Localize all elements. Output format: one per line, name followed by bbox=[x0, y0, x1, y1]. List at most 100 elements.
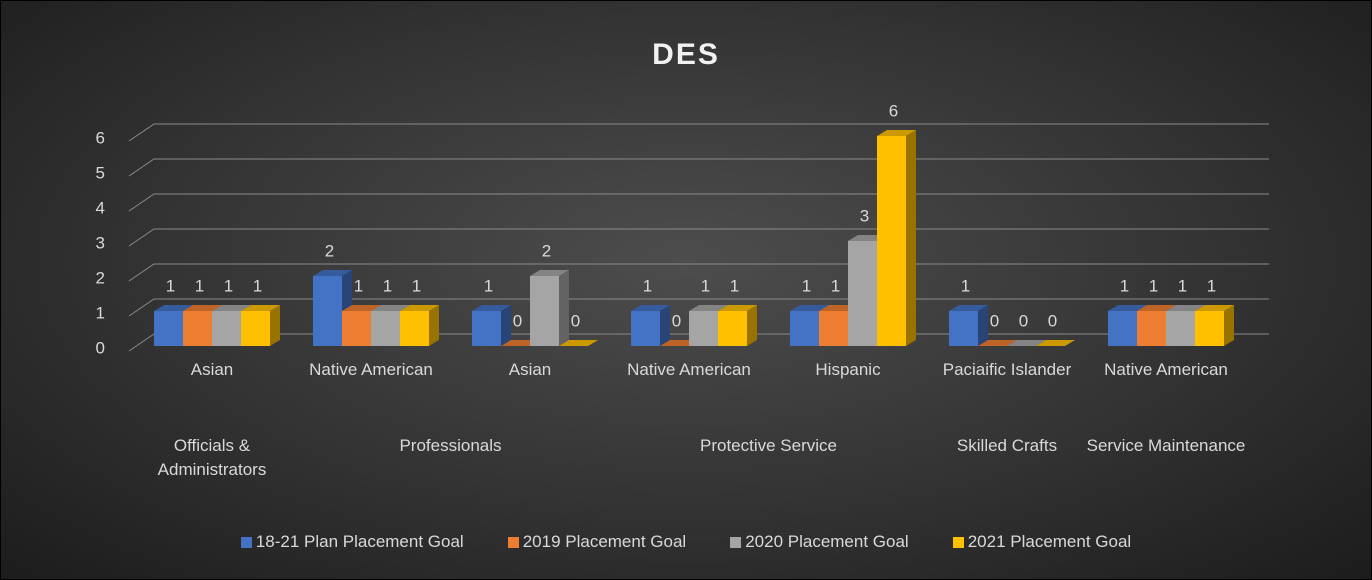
bar-front bbox=[154, 311, 183, 346]
bar-top bbox=[371, 305, 410, 311]
bar-side bbox=[978, 305, 988, 346]
value-label: 0 bbox=[1048, 311, 1057, 330]
bar-front bbox=[371, 311, 400, 346]
legend-label: 18-21 Plan Placement Goal bbox=[255, 532, 464, 551]
bar bbox=[400, 305, 439, 346]
bar-front bbox=[631, 311, 660, 346]
y-tick-label: 0 bbox=[96, 338, 105, 357]
bar-top bbox=[949, 305, 988, 311]
chart-title: DES bbox=[652, 38, 720, 71]
bar-side bbox=[1224, 305, 1234, 346]
value-label: 1 bbox=[1120, 276, 1129, 295]
y-tick-label: 6 bbox=[96, 128, 105, 147]
bar bbox=[718, 305, 757, 346]
bar bbox=[631, 305, 670, 346]
x-tick-label: Paciaific Islander bbox=[942, 360, 1072, 379]
x-tick-label: Native American bbox=[1104, 360, 1228, 379]
value-label: 2 bbox=[325, 241, 334, 260]
legend-label: 2020 Placement Goal bbox=[745, 532, 909, 551]
bar bbox=[530, 270, 569, 346]
bar-side bbox=[501, 305, 511, 346]
bar bbox=[1195, 305, 1234, 346]
y-tick-label: 1 bbox=[96, 303, 105, 322]
value-label: 2 bbox=[542, 241, 551, 260]
value-label: 1 bbox=[961, 276, 970, 295]
bar-top bbox=[689, 305, 728, 311]
x-tick-label: Native American bbox=[309, 360, 433, 379]
grid-line bbox=[128, 228, 1269, 247]
x-tick-label: Asian bbox=[190, 360, 234, 379]
y-tick-label: 2 bbox=[96, 268, 105, 287]
legend-item: 2020 Placement Goal bbox=[730, 532, 909, 552]
bar-front bbox=[790, 311, 819, 346]
legend-item: 2019 Placement Goal bbox=[507, 532, 687, 552]
bar bbox=[559, 340, 598, 346]
legend-label: 2021 Placement Goal bbox=[967, 532, 1132, 551]
bar-front bbox=[718, 311, 747, 346]
bar bbox=[1036, 340, 1075, 346]
bar-top bbox=[877, 130, 916, 136]
grid-line bbox=[128, 193, 1269, 212]
legend-label: 2019 Placement Goal bbox=[522, 532, 687, 551]
bar-top bbox=[1166, 305, 1205, 311]
bar-side bbox=[747, 305, 757, 346]
bar-top bbox=[718, 305, 757, 311]
bar bbox=[877, 130, 916, 346]
bar-front bbox=[819, 311, 848, 346]
value-label: 1 bbox=[354, 276, 363, 295]
value-label: 1 bbox=[802, 276, 811, 295]
value-label: 1 bbox=[1178, 276, 1187, 295]
bar-side bbox=[559, 270, 569, 346]
grid-line bbox=[128, 158, 1269, 177]
value-label: 1 bbox=[484, 276, 493, 295]
x-tick-label: Hispanic bbox=[815, 360, 881, 379]
x-tick-label: Asian bbox=[508, 360, 552, 379]
legend-swatch bbox=[952, 536, 964, 548]
grid-line bbox=[128, 123, 1269, 142]
bar-front bbox=[530, 276, 559, 346]
bar-front bbox=[313, 276, 342, 346]
bar-top bbox=[530, 270, 569, 276]
bar-top bbox=[400, 305, 439, 311]
value-label: 0 bbox=[1019, 311, 1028, 330]
value-label: 1 bbox=[730, 276, 739, 295]
bar-side bbox=[906, 130, 916, 346]
legend-item: 18-21 Plan Placement Goal bbox=[240, 532, 464, 552]
legend-swatch bbox=[507, 536, 519, 548]
bar-front bbox=[183, 311, 212, 346]
value-label: 1 bbox=[831, 276, 840, 295]
bar-top bbox=[342, 305, 381, 311]
group-label: Professionals bbox=[399, 436, 502, 455]
bar-top bbox=[559, 340, 598, 346]
bar-side bbox=[429, 305, 439, 346]
value-label: 1 bbox=[1149, 276, 1158, 295]
value-label: 1 bbox=[383, 276, 392, 295]
bar-front bbox=[1195, 311, 1224, 346]
value-label: 1 bbox=[166, 276, 175, 295]
y-tick-label: 4 bbox=[96, 198, 105, 217]
bar-top bbox=[241, 305, 280, 311]
bar-top bbox=[790, 305, 829, 311]
y-tick-label: 3 bbox=[96, 233, 105, 252]
bar-front bbox=[949, 311, 978, 346]
bar-front bbox=[212, 311, 241, 346]
group-label: Officials & Administrators bbox=[157, 436, 267, 479]
bar-top bbox=[978, 340, 1017, 346]
value-label: 1 bbox=[253, 276, 262, 295]
legend-item: 2021 Placement Goal bbox=[952, 532, 1132, 552]
bar-front bbox=[1166, 311, 1195, 346]
bar-front bbox=[1108, 311, 1137, 346]
bar-front bbox=[877, 136, 906, 346]
value-label: 1 bbox=[412, 276, 421, 295]
group-label: Protective Service bbox=[700, 436, 837, 455]
bar bbox=[241, 305, 280, 346]
group-label: Skilled Crafts bbox=[956, 436, 1058, 455]
bar bbox=[978, 340, 1017, 346]
bar-front bbox=[400, 311, 429, 346]
value-label: 3 bbox=[860, 206, 869, 225]
bar-front bbox=[241, 311, 270, 346]
value-label: 0 bbox=[513, 311, 522, 330]
legend-swatch bbox=[730, 536, 742, 548]
bar-top bbox=[313, 270, 352, 276]
